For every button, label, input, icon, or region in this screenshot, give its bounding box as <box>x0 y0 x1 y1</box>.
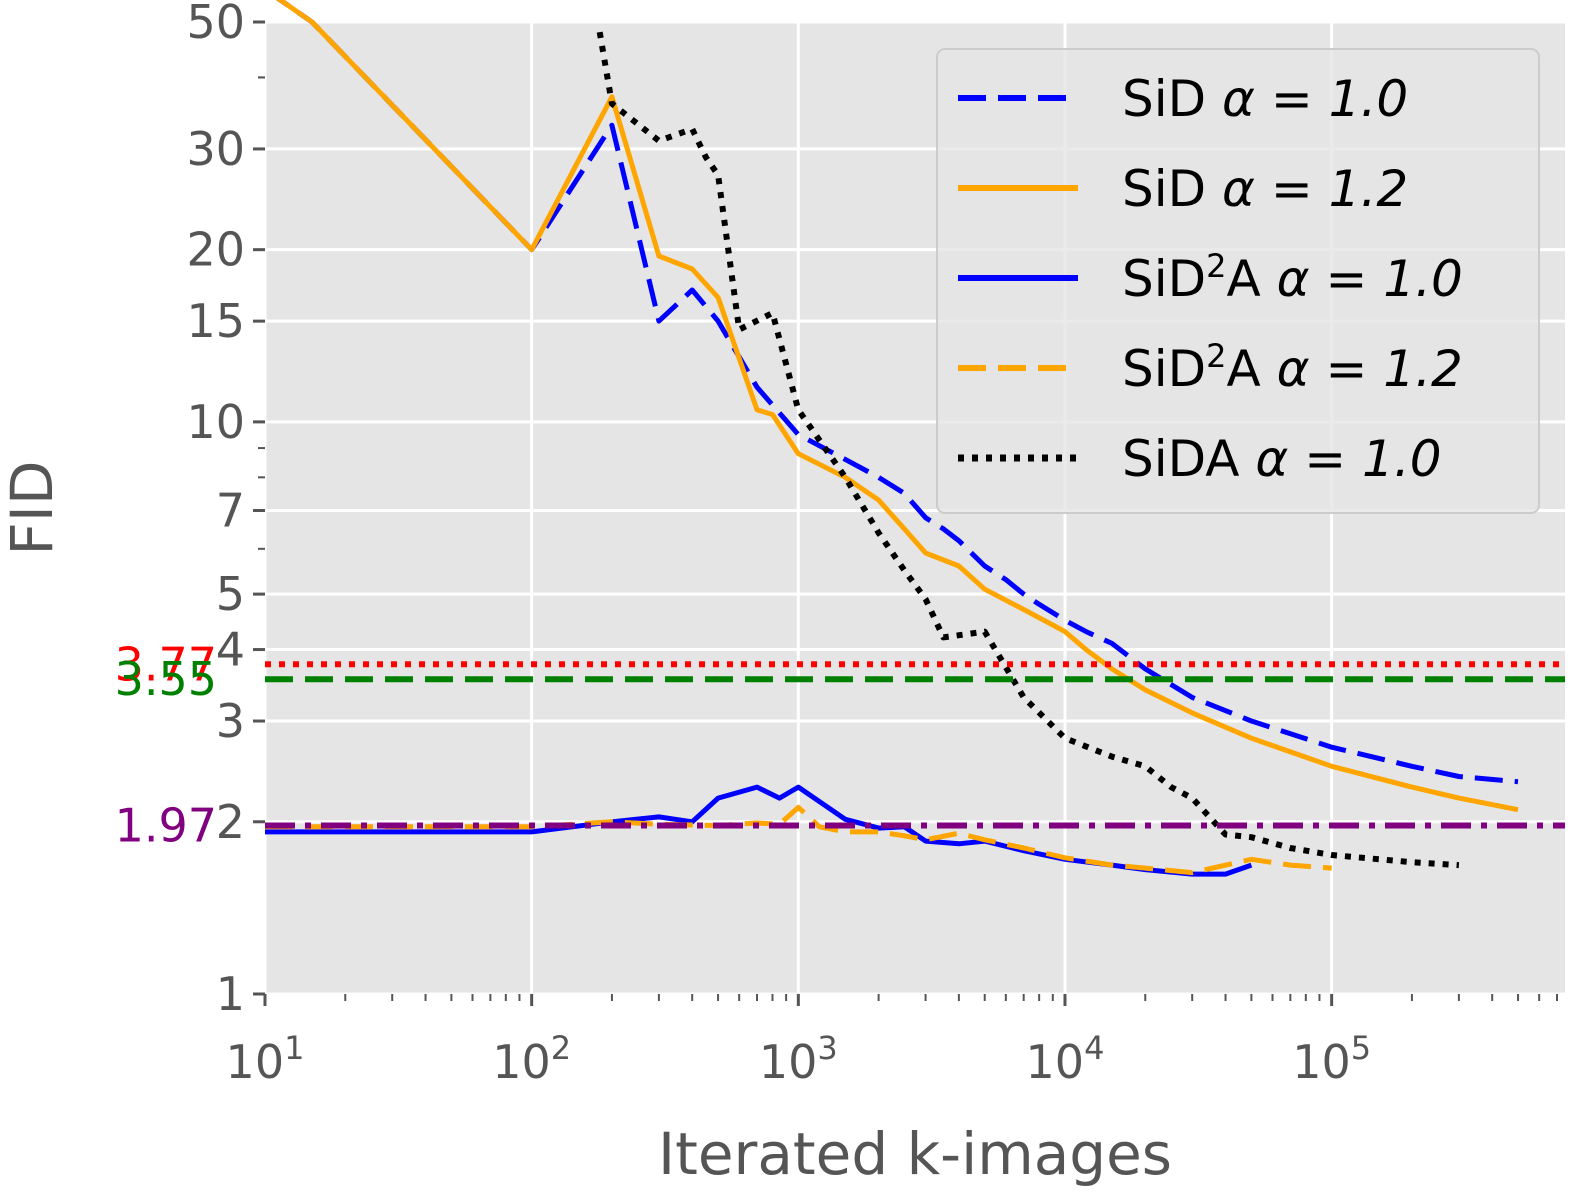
series-line-3 <box>265 784 1253 877</box>
y-tick-label: 7 <box>216 484 245 538</box>
y-axis-title: FID <box>0 460 66 555</box>
y-tick-label: 10 <box>186 395 245 449</box>
legend-label: SiD α = 1.0 <box>1122 70 1408 128</box>
series-line-1 <box>275 0 1519 785</box>
series-group <box>265 0 1519 877</box>
x-tick-label: 103 <box>759 1029 838 1089</box>
reference-label: 1.97 <box>115 799 217 853</box>
series-line-5 <box>596 31 1460 869</box>
legend: SiD α = 1.0 SiD α = 1.2 SiD2A α = 1.0 SiD2A… <box>936 48 1540 514</box>
legend-label: SiD2A α = 1.2 <box>1122 337 1463 398</box>
legend-label: SiD2A α = 1.0 <box>1122 247 1463 308</box>
y-tick-label: 20 <box>186 223 245 277</box>
y-tick-label: 1 <box>216 967 245 1021</box>
series-line-2 <box>275 0 1519 813</box>
x-axis-title: Iterated k-images <box>658 1120 1172 1188</box>
legend-box <box>936 48 1540 514</box>
y-tick-label: 30 <box>186 122 245 176</box>
y-tick-label: 50 <box>186 0 245 49</box>
y-tick-label: 15 <box>186 294 245 348</box>
reference-lines: 3.773.55 1.97 <box>115 637 1565 853</box>
legend-label: SiD α = 1.2 <box>1122 160 1408 218</box>
legend-label: SiDA α = 1.0 <box>1122 430 1442 488</box>
reference-label: 3.55 <box>115 652 217 706</box>
series-line-4 <box>265 804 1332 876</box>
y-tick-label: 5 <box>216 567 245 621</box>
x-tick-label: 102 <box>492 1029 571 1089</box>
y-tick-label: 4 <box>216 623 245 677</box>
x-tick-label: 101 <box>226 1029 305 1089</box>
x-tick-label: 104 <box>1026 1029 1105 1089</box>
y-tick-label: 2 <box>216 795 245 849</box>
x-tick-label: 105 <box>1292 1029 1371 1089</box>
reference-label: 3.77 <box>115 637 217 691</box>
y-tick-label: 3 <box>216 694 245 748</box>
axes: 1 2 3 45 7 10 15 20 30 50 101 102 103 104 105 <box>186 0 1559 1089</box>
